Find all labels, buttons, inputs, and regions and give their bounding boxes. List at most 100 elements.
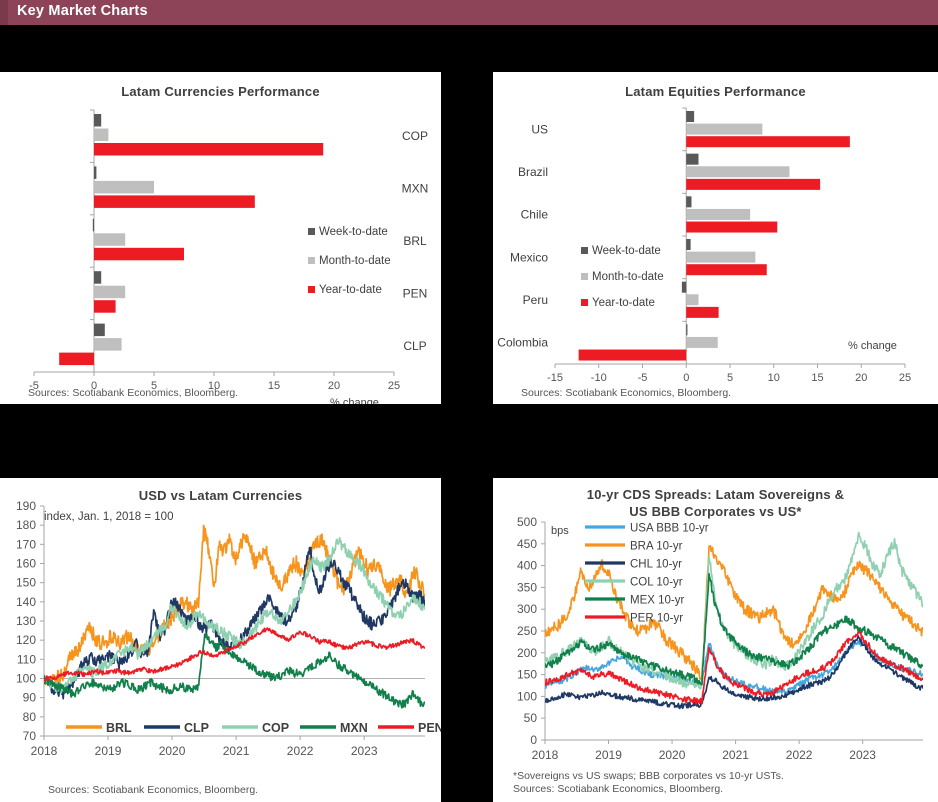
page-title: Key Market Charts [17,3,148,19]
chart-unit-label-cds: bps [551,525,569,537]
bar-eq-chile-week-to-date [686,196,692,208]
legend-label-cds-4: MEX 10-yr [630,595,684,607]
y-tick-label-usdfx: 100 [16,672,36,686]
line-series-cds-bra-10-yr [545,544,923,681]
bar-fx-clp-year-to-date [59,352,94,366]
category-label-eq-us: US [531,122,548,136]
x-tick-label-usdfx-2023: 2023 [351,744,378,758]
legend-label-eq-0: Week-to-date [592,245,661,257]
y-tick-label-cds: 350 [517,580,537,594]
y-tick-label-cds: 200 [517,646,537,660]
chart-canvas-latam-currencies: -5 0 5 10 15 20 25 COP MXN BRL PEN CLP Week-to-date M… [29,109,428,392]
chart-title-cds-line2: US BBB Corporates vs US* [629,504,802,519]
legend-swatch-fx-0 [308,228,315,235]
x-tick-label-fx: 20 [328,380,340,392]
bar-fx-brl-month-to-date [94,233,126,246]
chart-canvas-latam-equities: -15 -10 -5 0 5 10 15 20 25 US Brazil Chile Mexico Per… [497,107,911,384]
x-tick-label-cds-2022: 2022 [786,748,813,762]
bar-eq-brazil-month-to-date [686,166,790,178]
legend-swatch-eq-2 [581,299,588,306]
chart-canvas-usd-vs-latam: 70 80 90 100 110 120 130 140 150 160 170 180 190 2018… [16,499,441,758]
legend-label-cds-5: PER 10-yr [630,613,683,625]
line-series-usdfx-pen [44,627,425,682]
x-tick-label-fx: 5 [151,380,157,392]
legend-swatch-fx-2 [308,286,315,293]
line-series-cds-per-10-yr [545,631,923,705]
x-tick-label-cds-2019: 2019 [595,748,622,762]
bar-fx-cop-month-to-date [94,128,109,141]
x-tick-label-fx: 0 [91,380,97,392]
y-tick-label-cds: 300 [517,602,537,616]
bar-fx-cop-year-to-date [94,143,324,156]
bar-fx-mxn-year-to-date [94,195,255,208]
y-tick-label-usdfx: 90 [23,691,37,705]
x-tick-label-usdfx-2022: 2022 [287,744,314,758]
legend-label-fx-0: Week-to-date [319,226,388,238]
bar-eq-colombia-week-to-date [686,324,688,336]
x-tick-label-eq: 20 [855,372,867,384]
y-tick-label-usdfx: 170 [16,537,36,551]
x-tick-label-cds-2023: 2023 [849,748,876,762]
bar-eq-peru-month-to-date [686,294,699,306]
x-tick-label-cds-2020: 2020 [659,748,686,762]
chart-source-cds: Sources: Scotiabank Economics, Bloomberg… [513,783,724,795]
x-tick-label-eq: -10 [591,372,607,384]
legend-swatch-eq-0 [581,247,588,254]
x-tick-label-usdfx-2020: 2020 [159,744,186,758]
y-tick-label-cds: 500 [517,515,537,529]
bar-eq-mexico-year-to-date [686,264,767,276]
chart-title-cds-line1: 10-yr CDS Spreads: Latam Sovereigns & [586,487,845,502]
x-tick-label-eq: 5 [727,372,733,384]
chart-panel-usd-vs-latam: USD vs Latam Currencies 70 80 90 100 110 120 1… [0,478,441,802]
y-tick-label-cds: 150 [517,668,537,682]
chart-panel-cds-spreads: 10-yr CDS Spreads: Latam Sovereigns & US… [493,478,938,802]
category-label-eq-brazil: Brazil [518,165,548,179]
y-tick-label-usdfx: 70 [23,729,37,743]
y-tick-label-usdfx: 130 [16,614,36,628]
y-tick-label-usdfx: 190 [16,499,36,513]
bar-eq-us-month-to-date [686,123,763,135]
bar-fx-mxn-week-to-date [94,166,97,179]
chart-subtitle-usd-vs-latam: index, Jan. 1, 2018 = 100 [44,511,174,523]
chart-source-usd-vs-latam: Sources: Scotiabank Economics, Bloomberg… [48,784,259,796]
x-tick-label-usdfx-2018: 2018 [31,744,58,758]
chart-panel-latam-equities: Latam Equities Performance -15 -10 -5 0 5 10 1… [493,72,938,404]
legend-label-eq-1: Month-to-date [592,271,664,283]
legend-label-usdfx-cop: COP [262,721,289,735]
bar-eq-colombia-year-to-date [578,349,687,361]
category-label-eq-mexico: Mexico [510,250,548,264]
category-label-fx-clp: CLP [403,339,426,353]
series-group-cds [545,531,923,710]
chart-source-latam-equities: Sources: Scotiabank Economics, Bloomberg… [521,387,732,399]
y-tick-label-usdfx: 80 [23,710,37,724]
legend-label-eq-2: Year-to-date [592,297,655,309]
legend-label-usdfx-pen: PEN [418,721,441,735]
chart-footnote-cds: *Sovereigns vs US swaps; BBB corporates … [513,770,784,782]
bar-fx-clp-month-to-date [94,338,122,351]
y-tick-label-cds: 100 [517,689,537,703]
category-label-eq-peru: Peru [523,293,548,307]
x-tick-label-fx: -5 [29,380,39,392]
bar-eq-brazil-year-to-date [686,178,821,190]
x-tick-label-usdfx-2019: 2019 [95,744,122,758]
line-series-cds-mex-10-yr [545,572,923,686]
line-series-usdfx-brl [44,524,425,686]
header-edge-accent [0,0,8,25]
chart-title-latam-equities: Latam Equities Performance [625,84,806,99]
x-tick-label-fx: 10 [208,380,220,392]
line-series-usdfx-cop [44,536,425,694]
legend-label-usdfx-mxn: MXN [340,721,368,735]
bar-eq-peru-week-to-date [681,281,687,293]
line-series-cds-chl-10-yr [545,635,923,710]
x-tick-label-eq: -15 [547,372,563,384]
chart-axis-note-eq: % change [848,340,897,352]
bar-fx-mxn-month-to-date [94,180,154,194]
y-tick-label-usdfx: 160 [16,557,36,571]
bar-eq-chile-month-to-date [686,208,751,220]
bar-fx-pen-year-to-date [94,300,116,313]
bar-eq-us-year-to-date [686,136,850,148]
y-tick-label-cds: 400 [517,559,537,573]
y-tick-label-cds: 0 [530,733,537,747]
y-tick-label-cds: 250 [517,624,537,638]
